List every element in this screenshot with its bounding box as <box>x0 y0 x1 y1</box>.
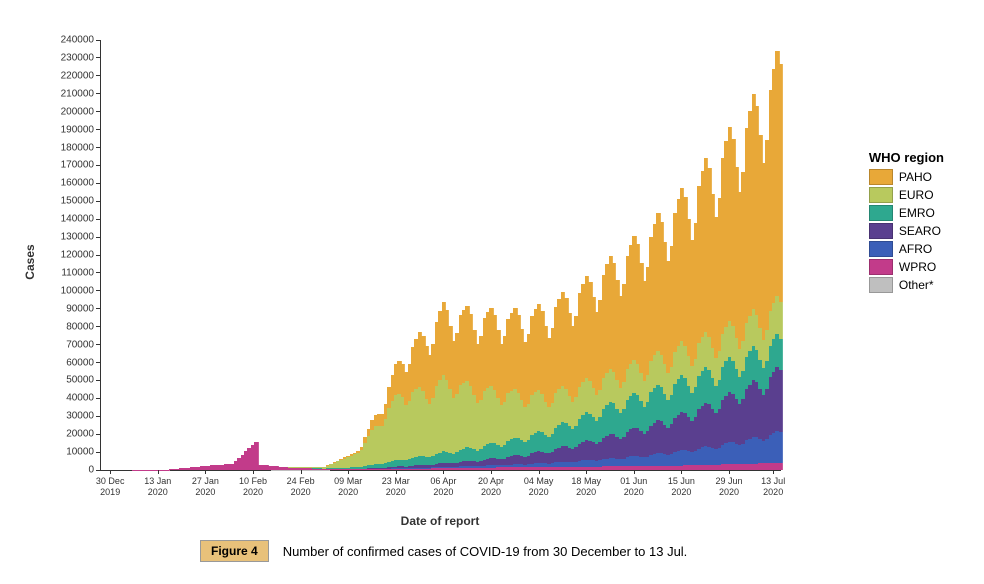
legend-label: AFRO <box>899 242 932 256</box>
x-tick-mark <box>110 470 111 474</box>
y-tick-label: 80000 <box>66 321 94 332</box>
x-tick-mark <box>491 470 492 474</box>
caption-text: Number of confirmed cases of COVID-19 fr… <box>283 544 688 559</box>
y-tick-label: 10000 <box>66 447 94 458</box>
legend-label: Other* <box>899 278 934 292</box>
y-tick-label: 230000 <box>61 52 94 63</box>
x-tick-mark <box>348 470 349 474</box>
chart-container: Cases 0100002000030000400005000060000700… <box>20 20 964 564</box>
legend-swatch <box>869 187 893 203</box>
y-tick-label: 190000 <box>61 124 94 135</box>
y-tick-label: 120000 <box>61 250 94 261</box>
x-tick-label: 10 Feb2020 <box>239 476 267 498</box>
x-tick-mark <box>396 470 397 474</box>
legend-item: EURO <box>869 187 944 203</box>
legend-swatch <box>869 241 893 257</box>
x-tick-mark <box>539 470 540 474</box>
x-tick-label: 13 Jan2020 <box>144 476 171 498</box>
x-tick-label: 09 Mar2020 <box>334 476 362 498</box>
x-tick-mark <box>158 470 159 474</box>
bar-segment-emro <box>779 339 783 370</box>
legend-item: AFRO <box>869 241 944 257</box>
legend-item: EMRO <box>869 205 944 221</box>
legend-swatch <box>869 223 893 239</box>
x-axis: Date of report 30 Dec201913 Jan202027 Ja… <box>100 470 780 530</box>
x-tick-label: 06 Apr2020 <box>430 476 456 498</box>
legend-swatch <box>869 169 893 185</box>
x-tick-label: 27 Jan2020 <box>192 476 219 498</box>
y-tick-label: 140000 <box>61 214 94 225</box>
x-tick-mark <box>729 470 730 474</box>
x-tick-mark <box>443 470 444 474</box>
x-tick-mark <box>773 470 774 474</box>
y-tick-label: 130000 <box>61 232 94 243</box>
legend-label: SEARO <box>899 224 941 238</box>
y-tick-label: 100000 <box>61 285 94 296</box>
x-tick-label: 15 Jun2020 <box>668 476 695 498</box>
y-tick-label: 50000 <box>66 375 94 386</box>
y-axis: 0100002000030000400005000060000700008000… <box>20 40 98 470</box>
plot-area <box>100 40 781 471</box>
y-tick-label: 170000 <box>61 160 94 171</box>
x-tick-label: 13 Jul2020 <box>761 476 785 498</box>
x-tick-label: 23 Mar2020 <box>382 476 410 498</box>
y-tick-label: 30000 <box>66 411 94 422</box>
y-tick-label: 70000 <box>66 339 94 350</box>
legend-swatch <box>869 259 893 275</box>
legend: WHO region PAHO EURO EMRO SEARO AFRO WPRO Othe… <box>869 150 944 295</box>
bar-segment-euro <box>779 302 783 339</box>
x-tick-label: 18 May2020 <box>571 476 601 498</box>
x-tick-label: 04 May2020 <box>524 476 554 498</box>
y-tick-label: 150000 <box>61 196 94 207</box>
legend-swatch <box>869 277 893 293</box>
x-axis-label: Date of report <box>401 514 480 528</box>
x-tick-mark <box>205 470 206 474</box>
legend-label: WPRO <box>899 260 936 274</box>
y-tick-label: 210000 <box>61 88 94 99</box>
y-tick-label: 20000 <box>66 429 94 440</box>
x-tick-mark <box>681 470 682 474</box>
y-tick-label: 0 <box>88 465 94 476</box>
legend-items: PAHO EURO EMRO SEARO AFRO WPRO Other* <box>869 169 944 293</box>
legend-item: SEARO <box>869 223 944 239</box>
legend-label: EURO <box>899 188 934 202</box>
x-tick-mark <box>586 470 587 474</box>
x-tick-mark <box>634 470 635 474</box>
legend-title: WHO region <box>869 150 944 165</box>
legend-swatch <box>869 205 893 221</box>
legend-item: PAHO <box>869 169 944 185</box>
x-tick-label: 20 Apr2020 <box>478 476 504 498</box>
bars-group <box>101 40 781 470</box>
bar-column <box>779 40 782 470</box>
y-tick-label: 240000 <box>61 35 94 46</box>
legend-label: EMRO <box>899 206 935 220</box>
bar-segment-paho <box>779 64 783 302</box>
x-tick-label: 24 Feb2020 <box>287 476 315 498</box>
y-tick-label: 180000 <box>61 142 94 153</box>
y-tick-label: 40000 <box>66 393 94 404</box>
legend-label: PAHO <box>899 170 932 184</box>
figure-caption: Figure 4 Number of confirmed cases of CO… <box>200 540 687 562</box>
x-tick-mark <box>253 470 254 474</box>
x-tick-label: 01 Jun2020 <box>620 476 647 498</box>
y-tick-label: 60000 <box>66 357 94 368</box>
bar-segment-wpro <box>779 463 783 470</box>
y-tick-label: 200000 <box>61 106 94 117</box>
bar-segment-searo <box>779 370 783 432</box>
caption-badge: Figure 4 <box>200 540 269 562</box>
x-tick-mark <box>301 470 302 474</box>
bar-segment-afro <box>779 432 783 463</box>
x-tick-label: 30 Dec2019 <box>96 476 125 498</box>
y-tick-label: 110000 <box>61 267 94 278</box>
y-tick-label: 220000 <box>61 70 94 81</box>
legend-item: Other* <box>869 277 944 293</box>
x-tick-label: 29 Jun2020 <box>715 476 742 498</box>
y-tick-label: 90000 <box>66 303 94 314</box>
y-tick-label: 160000 <box>61 178 94 189</box>
legend-item: WPRO <box>869 259 944 275</box>
